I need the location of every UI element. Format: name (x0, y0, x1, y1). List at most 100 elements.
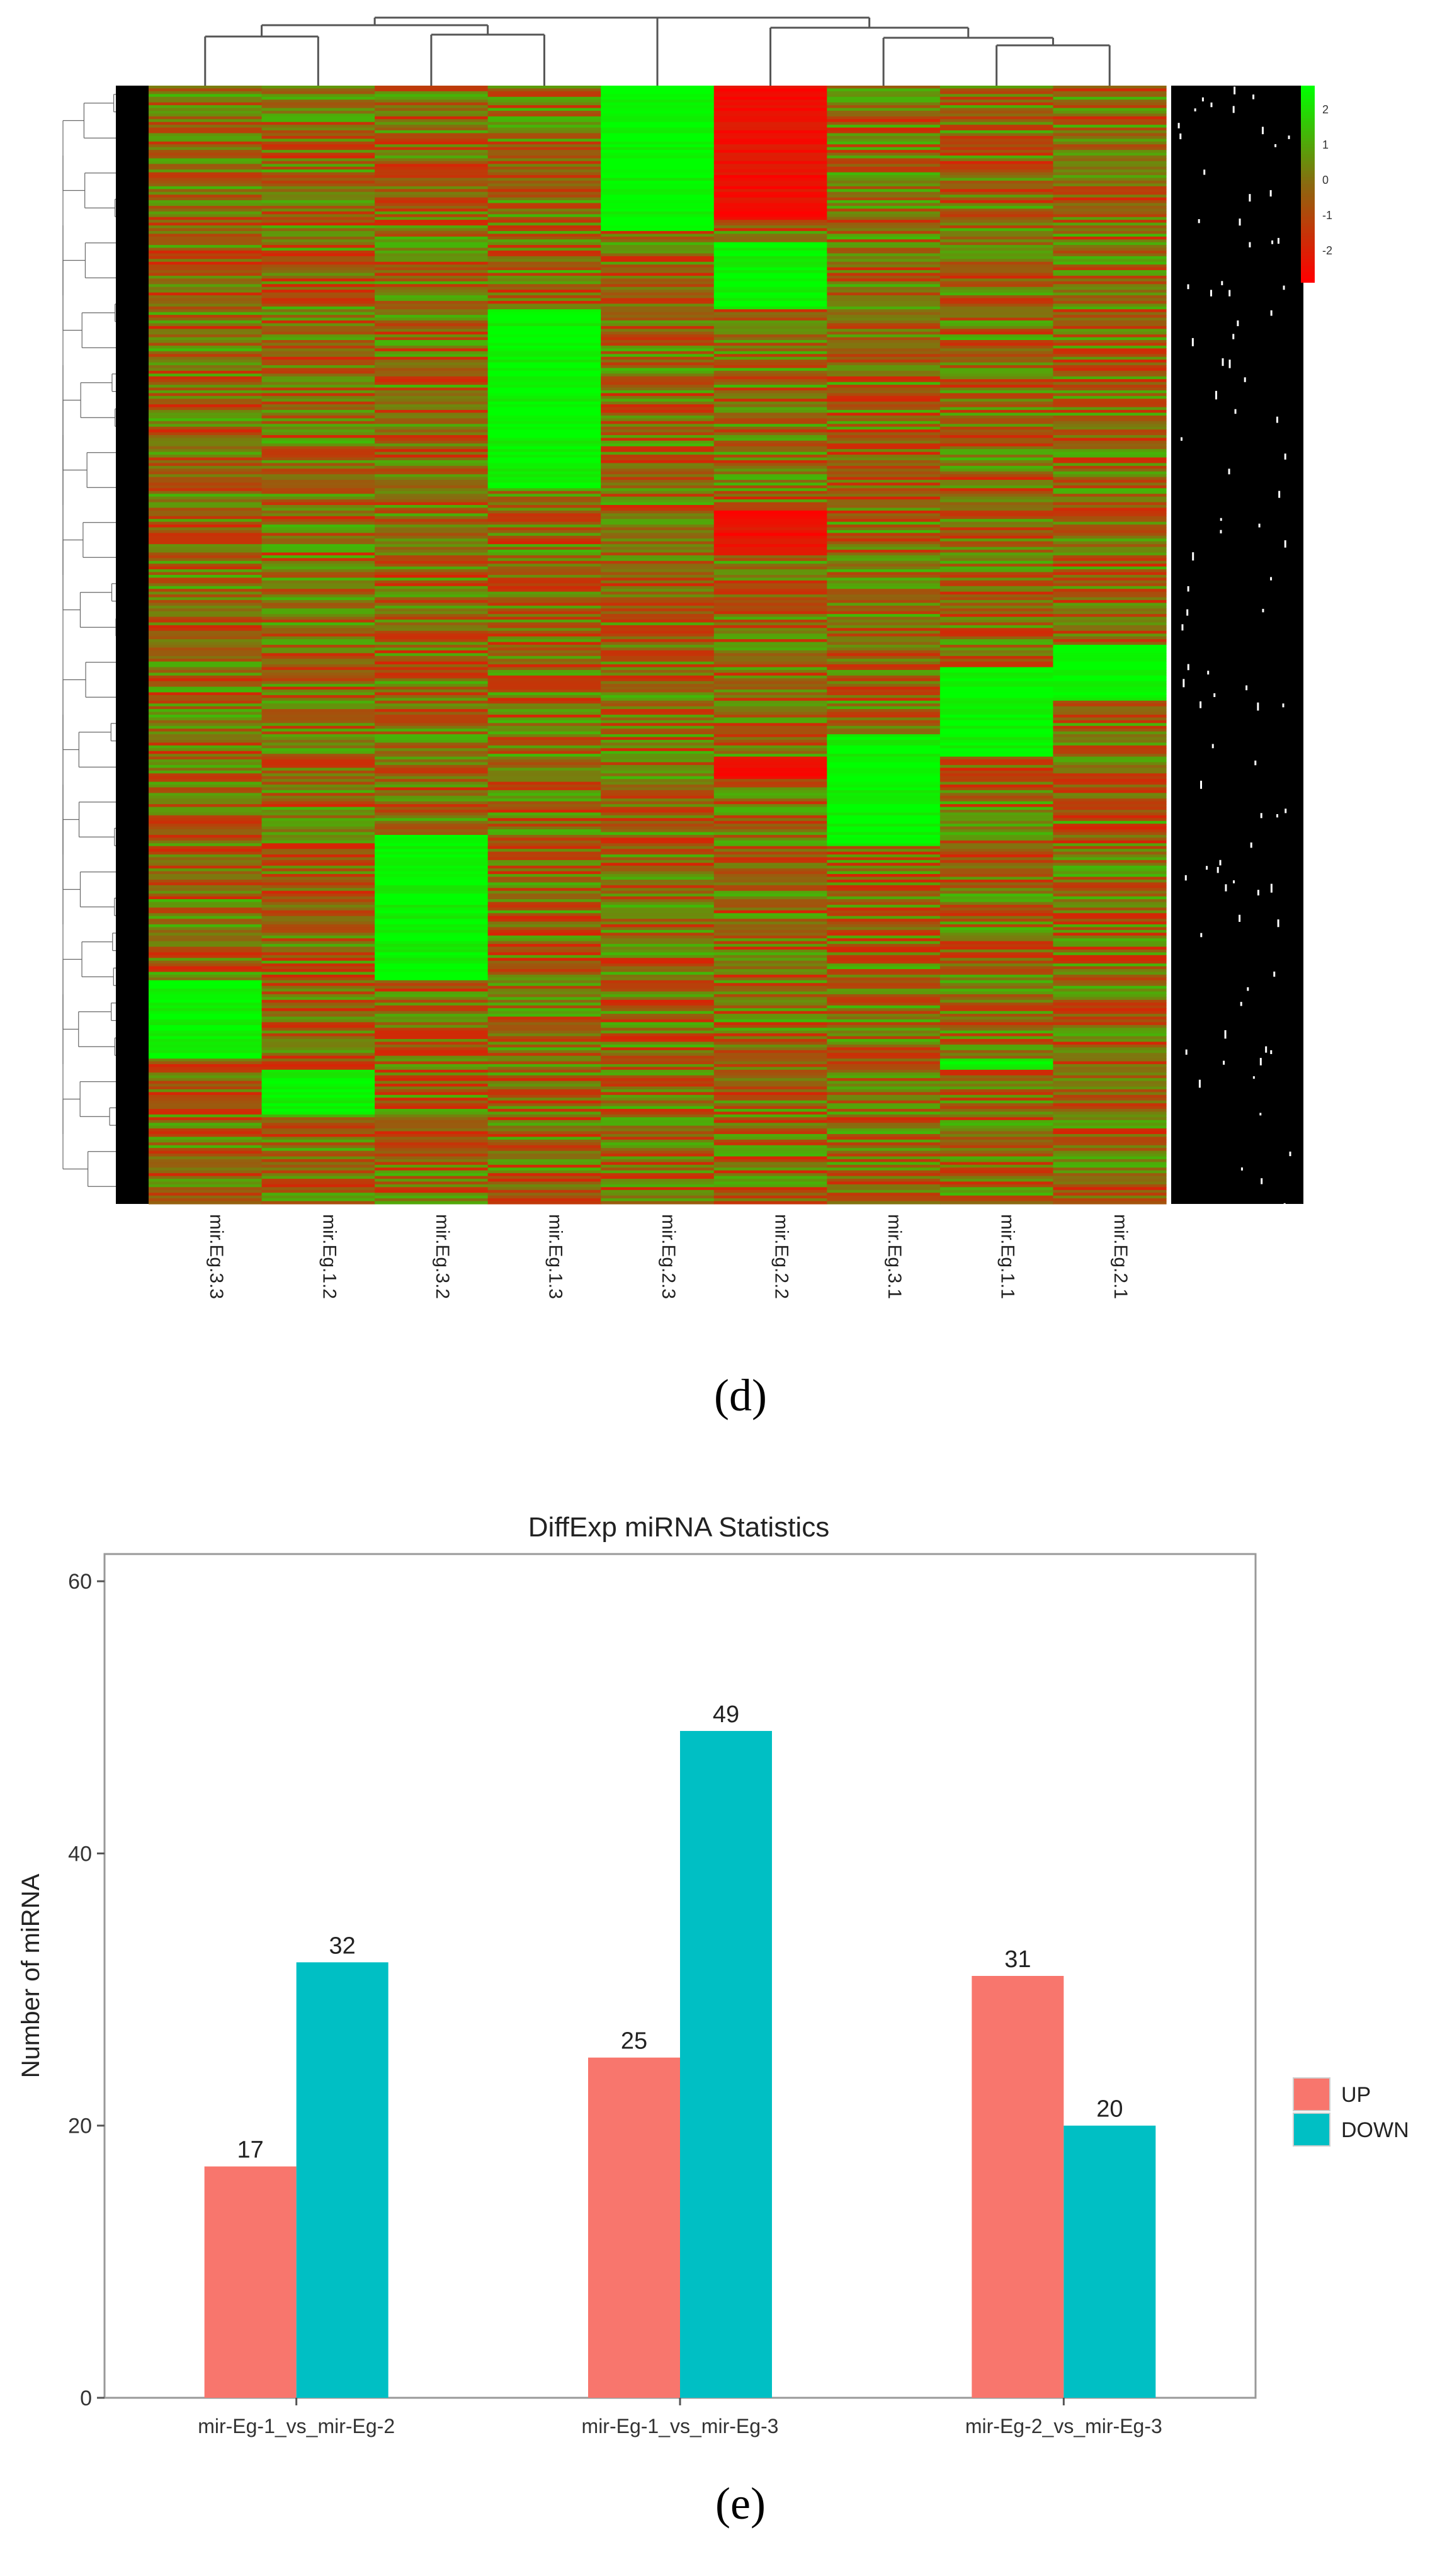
heatmap-cell (601, 846, 715, 849)
heatmap-cell (375, 395, 489, 399)
heatmap-cell (713, 259, 827, 263)
heatmap-cell (1053, 820, 1167, 824)
heatmap-cell (939, 351, 1054, 355)
heatmap-cell (713, 382, 827, 385)
heatmap-cell (487, 1014, 601, 1018)
heatmap-cell (1053, 960, 1167, 964)
heatmap-cell (375, 715, 489, 718)
heatmap-cell (939, 1092, 1054, 1096)
heatmap-cell (827, 555, 941, 559)
heatmap-cell (149, 1114, 263, 1118)
heatmap-cell (375, 1033, 489, 1037)
heatmap-cell (375, 1014, 489, 1018)
column-label: mir.Eg.2.2 (771, 1214, 792, 1299)
heatmap-cell (713, 1086, 827, 1090)
heatmap-cell (487, 751, 601, 754)
heatmap-cell (375, 935, 489, 939)
heatmap-cell (601, 949, 715, 953)
heatmap-cell (601, 653, 715, 657)
heatmap-cell (149, 879, 263, 883)
heatmap-cell (713, 180, 827, 184)
heatmap-cell (261, 1053, 375, 1057)
heatmap-cell (827, 465, 941, 469)
heatmap-cell (261, 907, 375, 911)
heatmap-cell (149, 695, 263, 698)
heatmap-cell (827, 725, 941, 729)
heatmap-cell (1053, 669, 1167, 673)
heatmap-cell (261, 913, 375, 917)
heatmap-cell (939, 589, 1054, 593)
heatmap-cell (713, 474, 827, 478)
heatmap-cell (601, 1014, 715, 1018)
heatmap-cell (939, 200, 1054, 204)
heatmap-cell (149, 1036, 263, 1040)
heatmap-cell (1053, 368, 1167, 372)
heatmap-cell (261, 756, 375, 760)
row-label-gap (1288, 135, 1290, 139)
heatmap-cell (939, 583, 1054, 587)
heatmap-cell (939, 1014, 1054, 1018)
heatmap-cell (939, 801, 1054, 805)
heatmap-cell (1053, 485, 1167, 489)
heatmap-cell (713, 963, 827, 967)
heatmap-cell (487, 513, 601, 517)
heatmap-cell (713, 1002, 827, 1006)
heatmap-cell (939, 343, 1054, 346)
heatmap-cell (601, 575, 715, 579)
heatmap-cell (713, 929, 827, 933)
heatmap-cell (375, 1170, 489, 1174)
heatmap-cell (939, 1125, 1054, 1129)
heatmap-cell (1053, 1198, 1167, 1202)
heatmap-cell (1053, 208, 1167, 212)
heatmap-cell (487, 306, 601, 310)
heatmap-cell (939, 868, 1054, 872)
heatmap-cell (375, 373, 489, 377)
heatmap-cell (713, 513, 827, 517)
heatmap-cell (149, 692, 263, 696)
row-label-gap (1276, 416, 1278, 423)
heatmap-cell (149, 382, 263, 385)
heatmap-cell (375, 426, 489, 430)
heatmap-cell (827, 605, 941, 609)
heatmap-cell (261, 435, 375, 439)
heatmap-cell (713, 208, 827, 212)
heatmap-cell (375, 1069, 489, 1073)
heatmap-cell (601, 261, 715, 265)
heatmap-cell (149, 933, 263, 936)
heatmap-cell (1053, 723, 1167, 727)
heatmap-cell (375, 189, 489, 193)
heatmap-cell (375, 1176, 489, 1179)
heatmap-cell (713, 516, 827, 519)
heatmap-cell (149, 669, 263, 673)
heatmap-cell (487, 902, 601, 905)
heatmap-cell (939, 762, 1054, 766)
heatmap-cell (261, 1075, 375, 1079)
heatmap-cell (939, 164, 1054, 167)
heatmap-cell (1053, 575, 1167, 579)
heatmap-cell (375, 88, 489, 92)
heatmap-cell (487, 205, 601, 209)
heatmap-cell (827, 259, 941, 263)
heatmap-cell (149, 1014, 263, 1018)
heatmap-cell (149, 494, 263, 497)
heatmap-cell (713, 661, 827, 665)
heatmap-cell (149, 172, 263, 176)
heatmap-cell (261, 217, 375, 220)
heatmap-cell (827, 636, 941, 640)
heatmap-cell (149, 921, 263, 925)
heatmap-cell (601, 365, 715, 369)
heatmap-cell (827, 1092, 941, 1096)
heatmap-cell (713, 1150, 827, 1154)
color-scale-swatch (1301, 138, 1315, 142)
heatmap-cell (487, 874, 601, 878)
heatmap-cell (261, 273, 375, 276)
heatmap-cell (1053, 195, 1167, 198)
heatmap-cell (149, 960, 263, 964)
heatmap-cell (375, 824, 489, 827)
heatmap-cell (827, 1111, 941, 1115)
heatmap-cell (149, 1022, 263, 1026)
heatmap-cell (375, 401, 489, 405)
heatmap-cell (487, 368, 601, 372)
heatmap-cell (375, 829, 489, 833)
heatmap-cell (939, 1181, 1054, 1185)
